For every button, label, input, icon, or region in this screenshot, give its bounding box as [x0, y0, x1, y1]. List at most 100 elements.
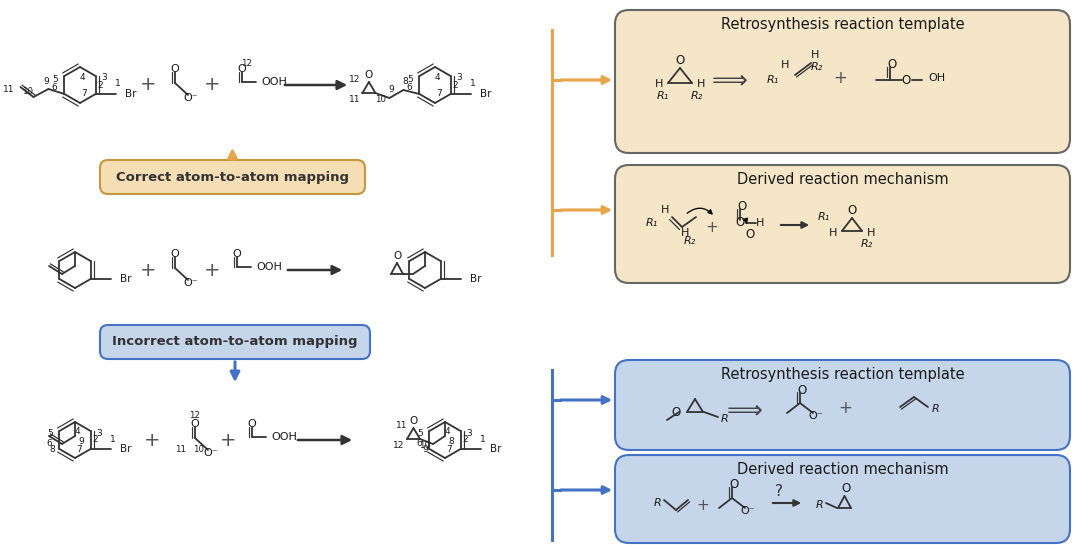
FancyBboxPatch shape — [615, 455, 1070, 543]
Text: OH: OH — [928, 73, 945, 83]
Text: +: + — [144, 430, 160, 450]
Text: 8: 8 — [49, 445, 55, 453]
Text: +: + — [139, 260, 157, 279]
Text: +: + — [838, 399, 852, 417]
Text: O: O — [365, 70, 373, 80]
Text: 10: 10 — [375, 94, 386, 104]
Text: O⁻: O⁻ — [809, 411, 823, 421]
Text: 3: 3 — [467, 429, 472, 438]
Text: OOH: OOH — [261, 77, 287, 87]
Text: 10: 10 — [193, 445, 204, 455]
Text: Br: Br — [120, 444, 131, 454]
Text: 6: 6 — [406, 83, 413, 92]
Text: +: + — [139, 76, 157, 94]
Text: 3: 3 — [457, 74, 462, 82]
Text: 4: 4 — [444, 428, 449, 436]
Text: O⁻: O⁻ — [184, 278, 199, 288]
Text: Derived reaction mechanism: Derived reaction mechanism — [737, 462, 948, 477]
Text: Incorrect atom-to-atom mapping: Incorrect atom-to-atom mapping — [112, 335, 357, 349]
FancyBboxPatch shape — [615, 10, 1070, 153]
Text: 12: 12 — [189, 412, 201, 421]
Text: H: H — [680, 228, 689, 238]
Text: O: O — [738, 200, 746, 214]
Text: Retrosynthesis reaction template: Retrosynthesis reaction template — [720, 16, 964, 31]
Text: O: O — [797, 384, 807, 396]
Text: R₂: R₂ — [684, 236, 697, 246]
Text: +: + — [705, 221, 718, 236]
Text: 3: 3 — [102, 74, 108, 82]
Text: R: R — [721, 414, 729, 424]
Text: 7: 7 — [76, 445, 82, 453]
Text: R₁: R₁ — [657, 91, 670, 101]
Text: 1: 1 — [110, 434, 116, 444]
Text: H: H — [756, 218, 765, 228]
Text: O: O — [171, 64, 179, 74]
Text: 10: 10 — [419, 441, 431, 451]
Text: 12: 12 — [242, 59, 253, 68]
Text: O: O — [729, 479, 739, 491]
Text: R₁: R₁ — [646, 218, 658, 228]
Text: O: O — [232, 249, 241, 259]
Text: 7: 7 — [81, 89, 86, 98]
Text: 11: 11 — [349, 94, 360, 104]
Text: O: O — [675, 54, 685, 68]
Text: O: O — [409, 416, 418, 426]
Text: 7: 7 — [446, 445, 451, 453]
FancyBboxPatch shape — [100, 325, 370, 359]
Text: Correct atom-to-atom mapping: Correct atom-to-atom mapping — [116, 171, 349, 183]
Text: +: + — [219, 430, 237, 450]
Text: 12: 12 — [349, 76, 361, 85]
Text: 5: 5 — [53, 75, 58, 83]
Text: 5: 5 — [407, 75, 414, 83]
Text: 6: 6 — [52, 83, 57, 92]
Text: 10: 10 — [22, 87, 32, 97]
Text: 1: 1 — [470, 80, 475, 88]
Text: +: + — [697, 497, 710, 513]
Text: R₂: R₂ — [811, 62, 823, 72]
Text: +: + — [204, 260, 220, 279]
Text: +: + — [204, 76, 220, 94]
Text: H: H — [867, 228, 875, 238]
Text: 11: 11 — [2, 85, 14, 93]
Text: R₂: R₂ — [691, 91, 703, 101]
Text: O: O — [191, 419, 200, 429]
Text: O⁻: O⁻ — [204, 448, 218, 458]
Text: O: O — [171, 249, 179, 259]
Text: Br: Br — [120, 274, 131, 284]
Text: H: H — [828, 228, 837, 238]
Text: 8: 8 — [448, 436, 454, 445]
Text: 5: 5 — [418, 429, 423, 439]
Text: R: R — [932, 404, 940, 414]
Text: H: H — [697, 79, 705, 89]
Text: Derived reaction mechanism: Derived reaction mechanism — [737, 171, 948, 187]
Text: OOH: OOH — [256, 262, 282, 272]
Text: 2: 2 — [98, 81, 104, 89]
Text: Retrosynthesis reaction template: Retrosynthesis reaction template — [720, 367, 964, 382]
Text: 2: 2 — [453, 81, 458, 89]
Text: 1: 1 — [114, 80, 121, 88]
Text: R: R — [654, 498, 662, 508]
Text: H: H — [654, 79, 663, 89]
FancyBboxPatch shape — [100, 160, 365, 194]
Text: 7: 7 — [436, 89, 442, 98]
Text: R₁: R₁ — [767, 75, 779, 85]
Text: +: + — [833, 69, 847, 87]
Text: 3: 3 — [97, 429, 103, 438]
Text: 9: 9 — [78, 436, 84, 445]
Text: R₁: R₁ — [818, 212, 831, 222]
Text: 2: 2 — [462, 435, 469, 445]
Text: 1: 1 — [480, 434, 486, 444]
Text: O: O — [848, 204, 856, 217]
FancyBboxPatch shape — [615, 360, 1070, 450]
Text: 9: 9 — [43, 76, 50, 86]
Text: H: H — [811, 50, 820, 60]
Text: 12: 12 — [393, 441, 405, 451]
Text: 2: 2 — [93, 435, 98, 445]
Text: 4: 4 — [434, 72, 440, 81]
Text: O: O — [393, 251, 401, 261]
Text: O: O — [902, 74, 910, 87]
Text: O: O — [238, 64, 246, 74]
Text: 6: 6 — [46, 439, 52, 447]
Text: 11: 11 — [175, 445, 187, 455]
Text: O: O — [735, 216, 744, 228]
